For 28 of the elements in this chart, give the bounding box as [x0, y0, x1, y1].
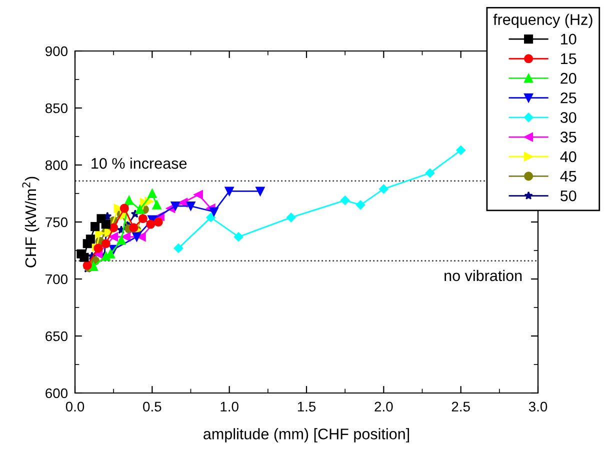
x-tick-label: 2.5: [452, 402, 470, 412]
y-tick-label: 700: [46, 274, 68, 284]
y-axis-title: CHF (kW/m$^{2}$): [22, 176, 40, 268]
x-tick-label: 0.5: [143, 402, 162, 412]
legend-label: 25: [560, 92, 576, 104]
legend-title: frequency (Hz): [493, 14, 592, 28]
x-tick-label: 1.0: [220, 402, 238, 412]
y-tick-label: 800: [45, 160, 68, 170]
legend-label: 10: [561, 34, 576, 45]
y-tick-label: 650: [46, 331, 68, 342]
legend-label: 40: [560, 151, 576, 162]
ref-line-label: no vibration: [444, 270, 522, 282]
legend-label: 30: [560, 112, 576, 123]
x-tick-label: 1.5: [298, 402, 316, 412]
legend-label: 45: [560, 171, 576, 182]
y-tick-label: 600: [46, 388, 68, 398]
x-tick-label: 2.0: [374, 402, 393, 412]
legend-label: 20: [560, 72, 576, 84]
x-tick-label: 0.0: [66, 402, 84, 412]
legend-label: 35: [560, 132, 576, 143]
x-tick-label: 3.0: [528, 402, 548, 412]
y-tick-label: 900: [46, 46, 68, 56]
y-tick-label: 850: [45, 103, 68, 114]
legend-label: 15: [561, 53, 576, 64]
legend-label: 50: [560, 190, 576, 202]
y-tick-label: 750: [46, 217, 68, 228]
x-axis-title: amplitude (mm) [CHF position]: [204, 428, 409, 442]
ref-line-label: 10 % increase: [92, 158, 187, 169]
